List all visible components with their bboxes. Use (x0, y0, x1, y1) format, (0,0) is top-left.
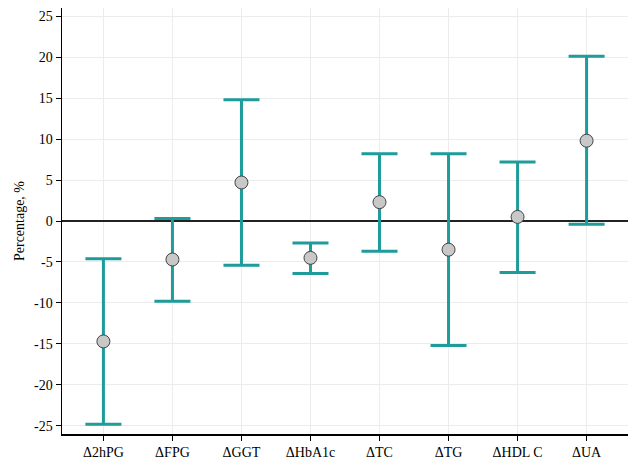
svg-text:ΔFPG: ΔFPG (155, 445, 190, 460)
svg-text:ΔHbA1c: ΔHbA1c (286, 445, 335, 460)
svg-text:15: 15 (39, 91, 53, 106)
svg-text:ΔHDL C: ΔHDL C (493, 445, 543, 460)
svg-text:10: 10 (39, 132, 53, 147)
svg-text:5: 5 (46, 173, 53, 188)
svg-text:ΔTG: ΔTG (435, 445, 463, 460)
svg-text:ΔGGT: ΔGGT (223, 445, 261, 460)
svg-text:-20: -20 (34, 378, 53, 393)
svg-text:ΔTC: ΔTC (366, 445, 393, 460)
svg-text:-25: -25 (34, 419, 53, 434)
svg-text:-15: -15 (34, 337, 53, 352)
svg-text:-10: -10 (34, 296, 53, 311)
svg-text:-5: -5 (41, 255, 53, 270)
svg-text:ΔUA: ΔUA (572, 445, 602, 460)
svg-text:0: 0 (46, 214, 53, 229)
svg-text:25: 25 (39, 9, 53, 24)
svg-text:20: 20 (39, 50, 53, 65)
svg-text:Δ2hPG: Δ2hPG (83, 445, 124, 460)
svg-text:Percentage, %: Percentage, % (12, 181, 27, 261)
